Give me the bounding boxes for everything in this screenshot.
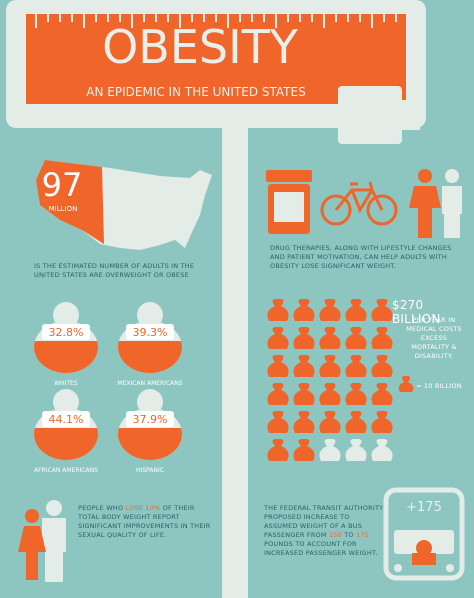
figure-label-box	[42, 411, 90, 427]
group-label: HISPANIC	[136, 467, 164, 474]
money-bag	[371, 411, 393, 433]
money-bag	[293, 411, 315, 433]
money-bag	[345, 355, 367, 377]
subtitle: AN EPIDEMIC IN THE UNITED STATES	[86, 85, 305, 99]
cost-caption: PER YEAR IN MEDICAL COSTS EXCESS MORTALI…	[406, 316, 462, 360]
money-bag	[319, 383, 341, 405]
money-bag	[371, 383, 393, 405]
group-label: MEXICAN AMERICANS	[117, 380, 182, 387]
weight-loss-text: PEOPLE WHO LOSE 10% OF THEIR TOTAL BODY …	[78, 504, 218, 540]
figure-label-box	[126, 324, 174, 340]
money-bag	[371, 327, 393, 349]
group-value: 37.9%	[133, 413, 168, 426]
figure-head	[137, 302, 163, 328]
money-bag	[267, 355, 289, 377]
money-bag	[293, 355, 315, 377]
money-bag	[293, 383, 315, 405]
money-bag	[345, 383, 367, 405]
cost-legend: = 10 BILLION	[416, 382, 462, 390]
figure-label-box	[42, 324, 90, 340]
text-part: 150	[328, 531, 342, 539]
group-value: 44.1%	[49, 413, 84, 426]
money-bag	[267, 439, 289, 461]
money-bag	[293, 299, 315, 321]
money-bag	[345, 327, 367, 349]
title: OBESITY	[102, 20, 299, 74]
bus-icon	[383, 487, 465, 581]
money-bag	[267, 383, 289, 405]
map-unit: MILLION	[49, 205, 78, 213]
scale-ticks	[35, 14, 397, 28]
figure-fill	[118, 428, 182, 460]
group-label: AFRICAN AMERICANS	[34, 467, 98, 474]
text-part: PEOPLE WHO	[78, 504, 126, 512]
map-number: 97	[42, 166, 83, 204]
money-bag	[267, 327, 289, 349]
cost-amount: $270 BILLION	[392, 298, 441, 326]
scale-weight	[338, 86, 402, 144]
us-map-west	[36, 160, 104, 244]
money-bag	[371, 355, 393, 377]
money-bag	[293, 439, 315, 461]
money-bag-empty	[319, 439, 341, 461]
money-bag	[345, 411, 367, 433]
money-bag-empty	[371, 439, 393, 461]
money-bag	[319, 355, 341, 377]
map-caption: IS THE ESTIMATED NUMBER OF ADULTS IN THE…	[34, 262, 195, 279]
figure-label-box	[126, 411, 174, 427]
money-bag-empty	[345, 439, 367, 461]
bus-badge: +175	[406, 500, 442, 515]
money-bag	[293, 327, 315, 349]
treatment-text: DRUG THERAPIES, ALONG WITH LIFESTYLE CHA…	[270, 244, 452, 270]
scale-post	[222, 110, 248, 598]
legend-bag	[398, 376, 414, 392]
figure-head	[53, 389, 79, 415]
money-bag	[371, 299, 393, 321]
money-bag	[267, 299, 289, 321]
figure-head	[137, 389, 163, 415]
text-part: LOSE 10%	[125, 504, 161, 512]
figure-fill	[34, 428, 98, 460]
group-value: 39.3%	[133, 326, 168, 339]
text-part: THE FEDERAL TRANSIT AUTHORITY PROPOSED I…	[264, 504, 384, 539]
text-part: TO	[341, 531, 356, 539]
money-bag	[319, 299, 341, 321]
bike	[320, 181, 398, 226]
pill-cap	[266, 170, 312, 182]
money-bag	[267, 411, 289, 433]
money-bag	[319, 327, 341, 349]
text-part: OF THEIR TOTAL BODY WEIGHT REPORT SIGNIF…	[78, 504, 211, 539]
transit-text: THE FEDERAL TRANSIT AUTHORITY PROPOSED I…	[264, 504, 384, 558]
figure-fill	[118, 341, 182, 373]
people-icon	[409, 169, 462, 238]
pill-label	[274, 192, 304, 222]
scale-weight-cap	[400, 100, 420, 130]
text-part: POUNDS TO ACCOUNT FOR INCREASED PASSENGE…	[264, 540, 378, 557]
group-label: WHITES	[54, 380, 78, 387]
money-bag	[345, 299, 367, 321]
couple-icon	[18, 500, 66, 582]
money-bag	[319, 411, 341, 433]
figure-fill	[34, 341, 98, 373]
text-part: 175	[356, 531, 370, 539]
group-value: 32.8%	[49, 326, 84, 339]
figure-head	[53, 302, 79, 328]
